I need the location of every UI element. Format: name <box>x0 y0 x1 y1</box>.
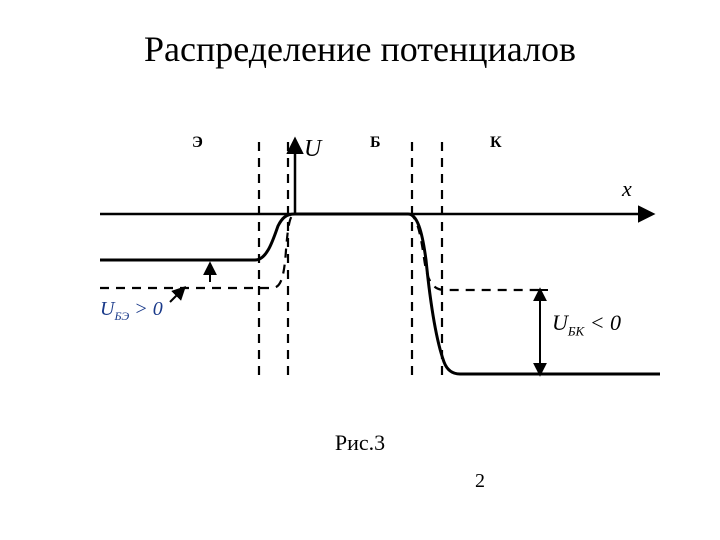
axis-label-x: x <box>622 176 632 202</box>
potential-diagram: Э Б К U x UБЭ > 0 UБК < 0 <box>100 130 660 390</box>
diagram-svg <box>100 130 660 390</box>
annotation-ubk: UБК < 0 <box>552 310 621 339</box>
page-title: Распределение потенциалов <box>0 28 720 70</box>
region-label-base: Б <box>370 134 381 152</box>
figure-caption: Рис.3 <box>0 430 720 456</box>
axis-label-u: U <box>304 136 321 163</box>
region-label-collector: К <box>490 134 502 152</box>
annotation-ube: UБЭ > 0 <box>100 298 163 324</box>
page-number: 2 <box>450 470 510 493</box>
region-label-emitter: Э <box>192 134 203 152</box>
